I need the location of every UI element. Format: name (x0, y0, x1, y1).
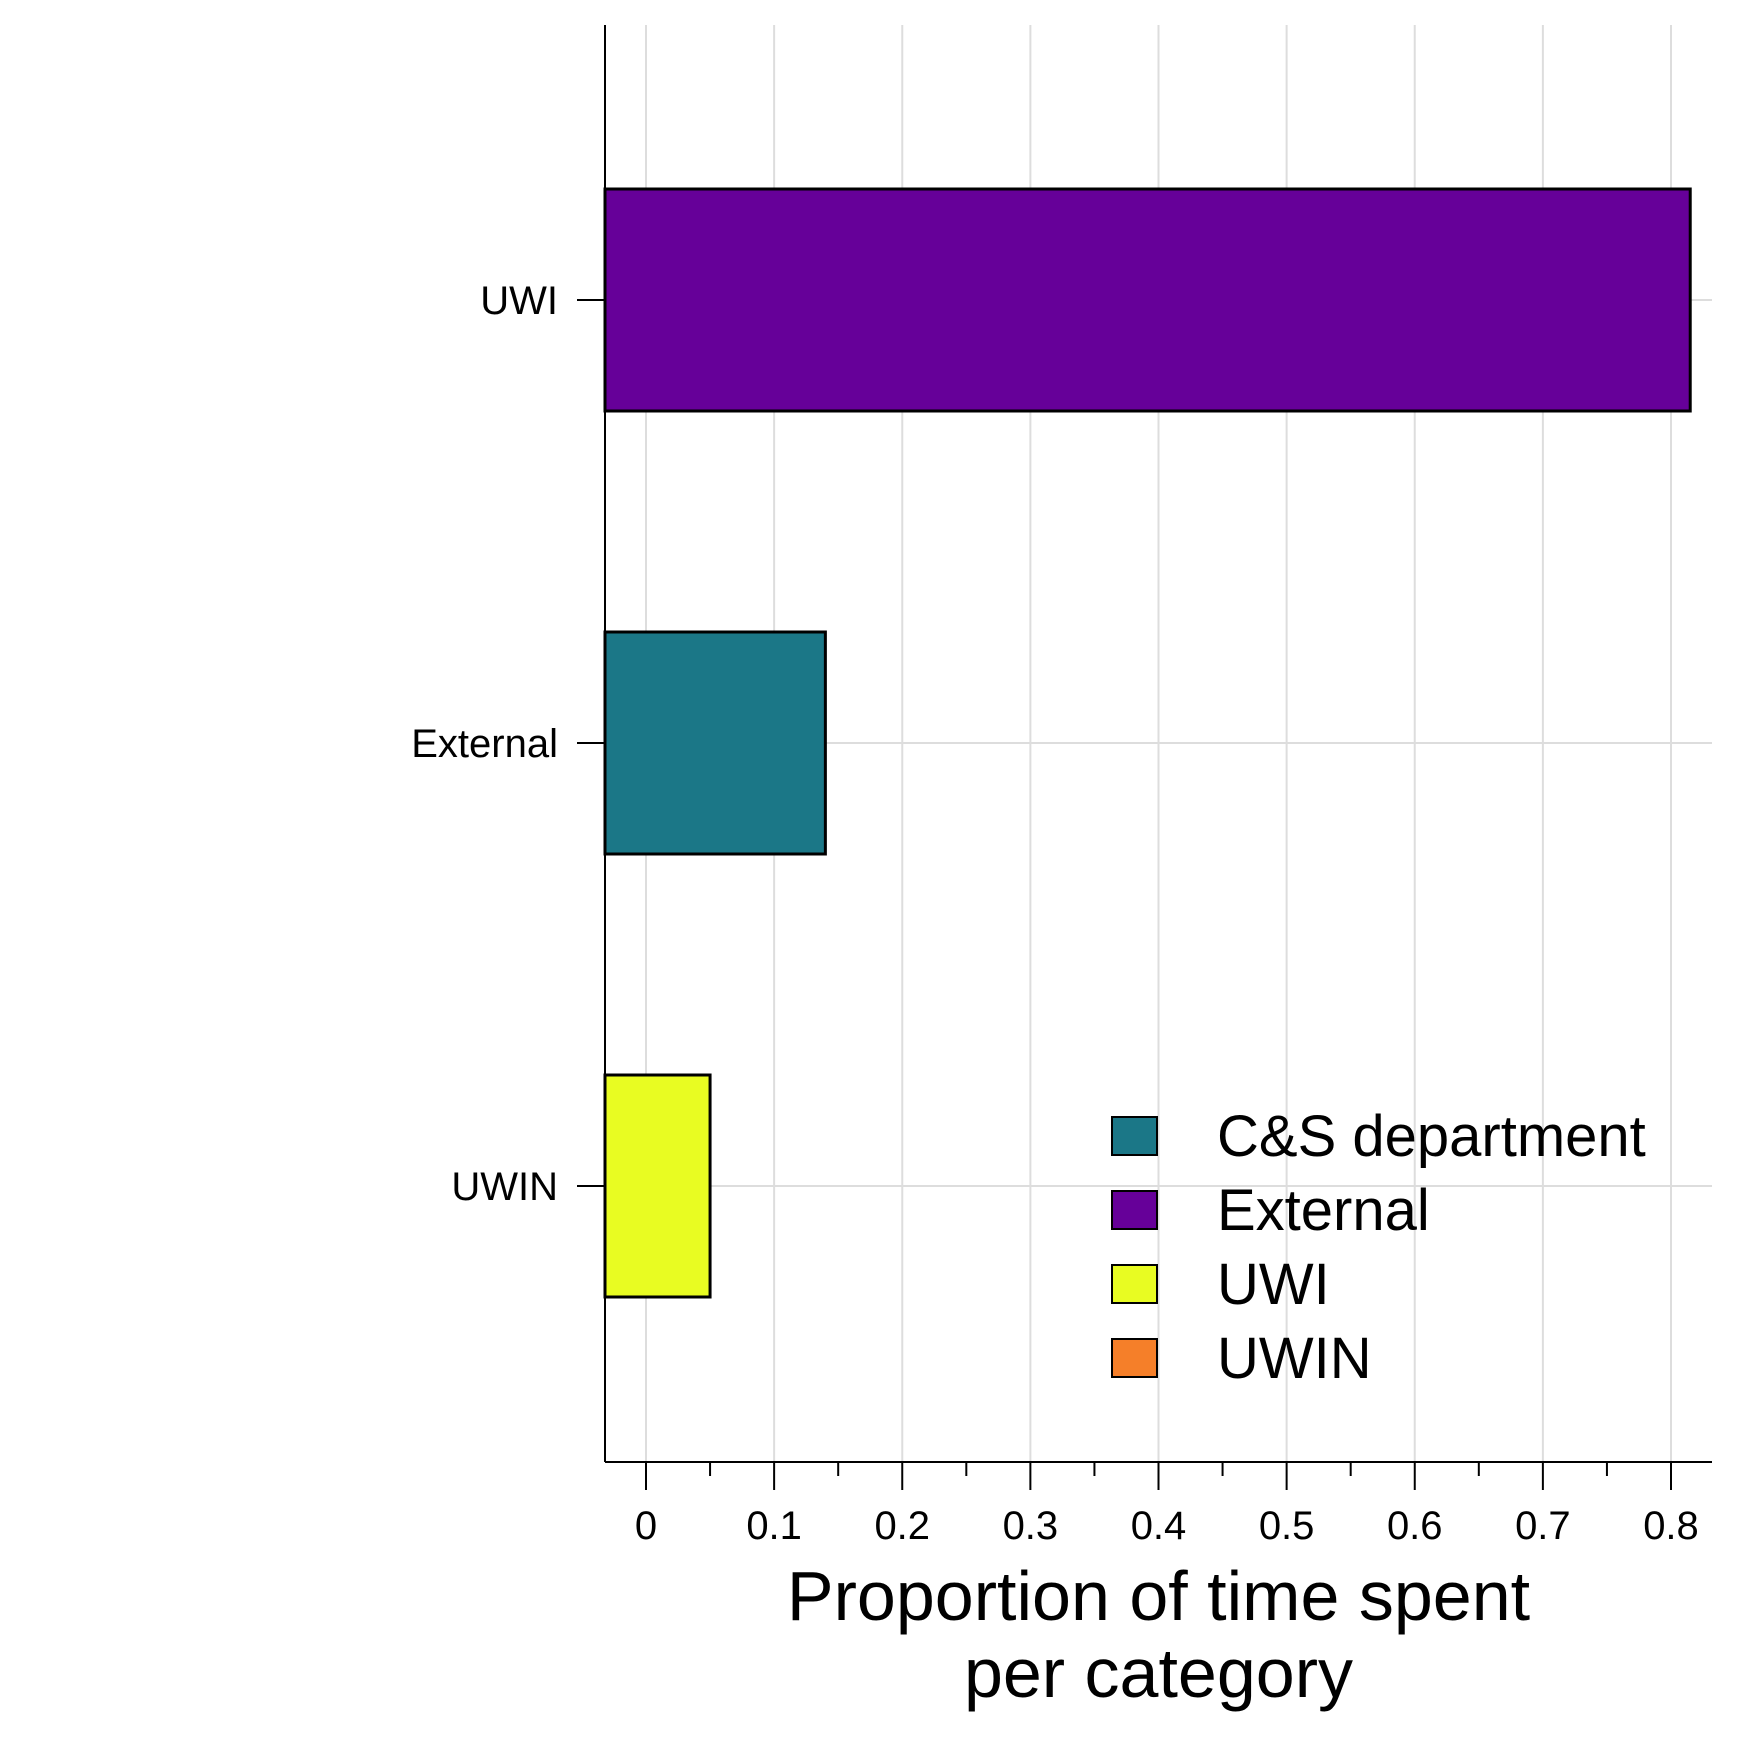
bar-uwin (603, 1073, 712, 1299)
x-axis-label-line-2: per category (964, 1634, 1353, 1712)
y-axis-ticks: UWI External UWIN (411, 279, 605, 1209)
y-tick-label-uwin: UWIN (451, 1165, 558, 1209)
bar-external (603, 630, 827, 856)
x-tick-label-1: 0.1 (746, 1504, 802, 1548)
x-axis-label-line-1: Proportion of time spent (787, 1557, 1530, 1635)
legend: C&S department External UWI UWIN (1111, 1104, 1646, 1391)
x-tick-label-6: 0.6 (1387, 1504, 1443, 1548)
x-tick-label-3: 0.3 (1003, 1504, 1059, 1548)
x-tick-label-7: 0.7 (1515, 1504, 1571, 1548)
legend-label-uwin: UWIN (1217, 1326, 1372, 1391)
bar-uwi (603, 187, 1692, 413)
x-tick-label-0: 0 (635, 1504, 657, 1548)
legend-label-c-s-department: C&S department (1217, 1104, 1646, 1169)
legend-swatch-external (1111, 1190, 1158, 1230)
x-tick-label-8: 0.8 (1643, 1504, 1699, 1548)
legend-swatch-uwi (1111, 1264, 1158, 1304)
bars (603, 187, 1692, 1299)
x-tick-label-4: 0.4 (1131, 1504, 1187, 1548)
legend-label-external: External (1217, 1178, 1430, 1243)
y-tick-label-external: External (411, 722, 558, 766)
legend-swatch-c-s-department (1111, 1116, 1158, 1156)
x-tick-label-5: 0.5 (1259, 1504, 1315, 1548)
legend-swatch-uwin (1111, 1338, 1158, 1378)
x-axis-ticks: 0 0.1 0.2 0.3 0.4 0.5 0.6 0.7 0.8 (635, 1462, 1699, 1548)
y-tick-label-uwi: UWI (480, 279, 558, 323)
legend-label-uwi: UWI (1217, 1252, 1330, 1317)
x-tick-label-2: 0.2 (874, 1504, 930, 1548)
